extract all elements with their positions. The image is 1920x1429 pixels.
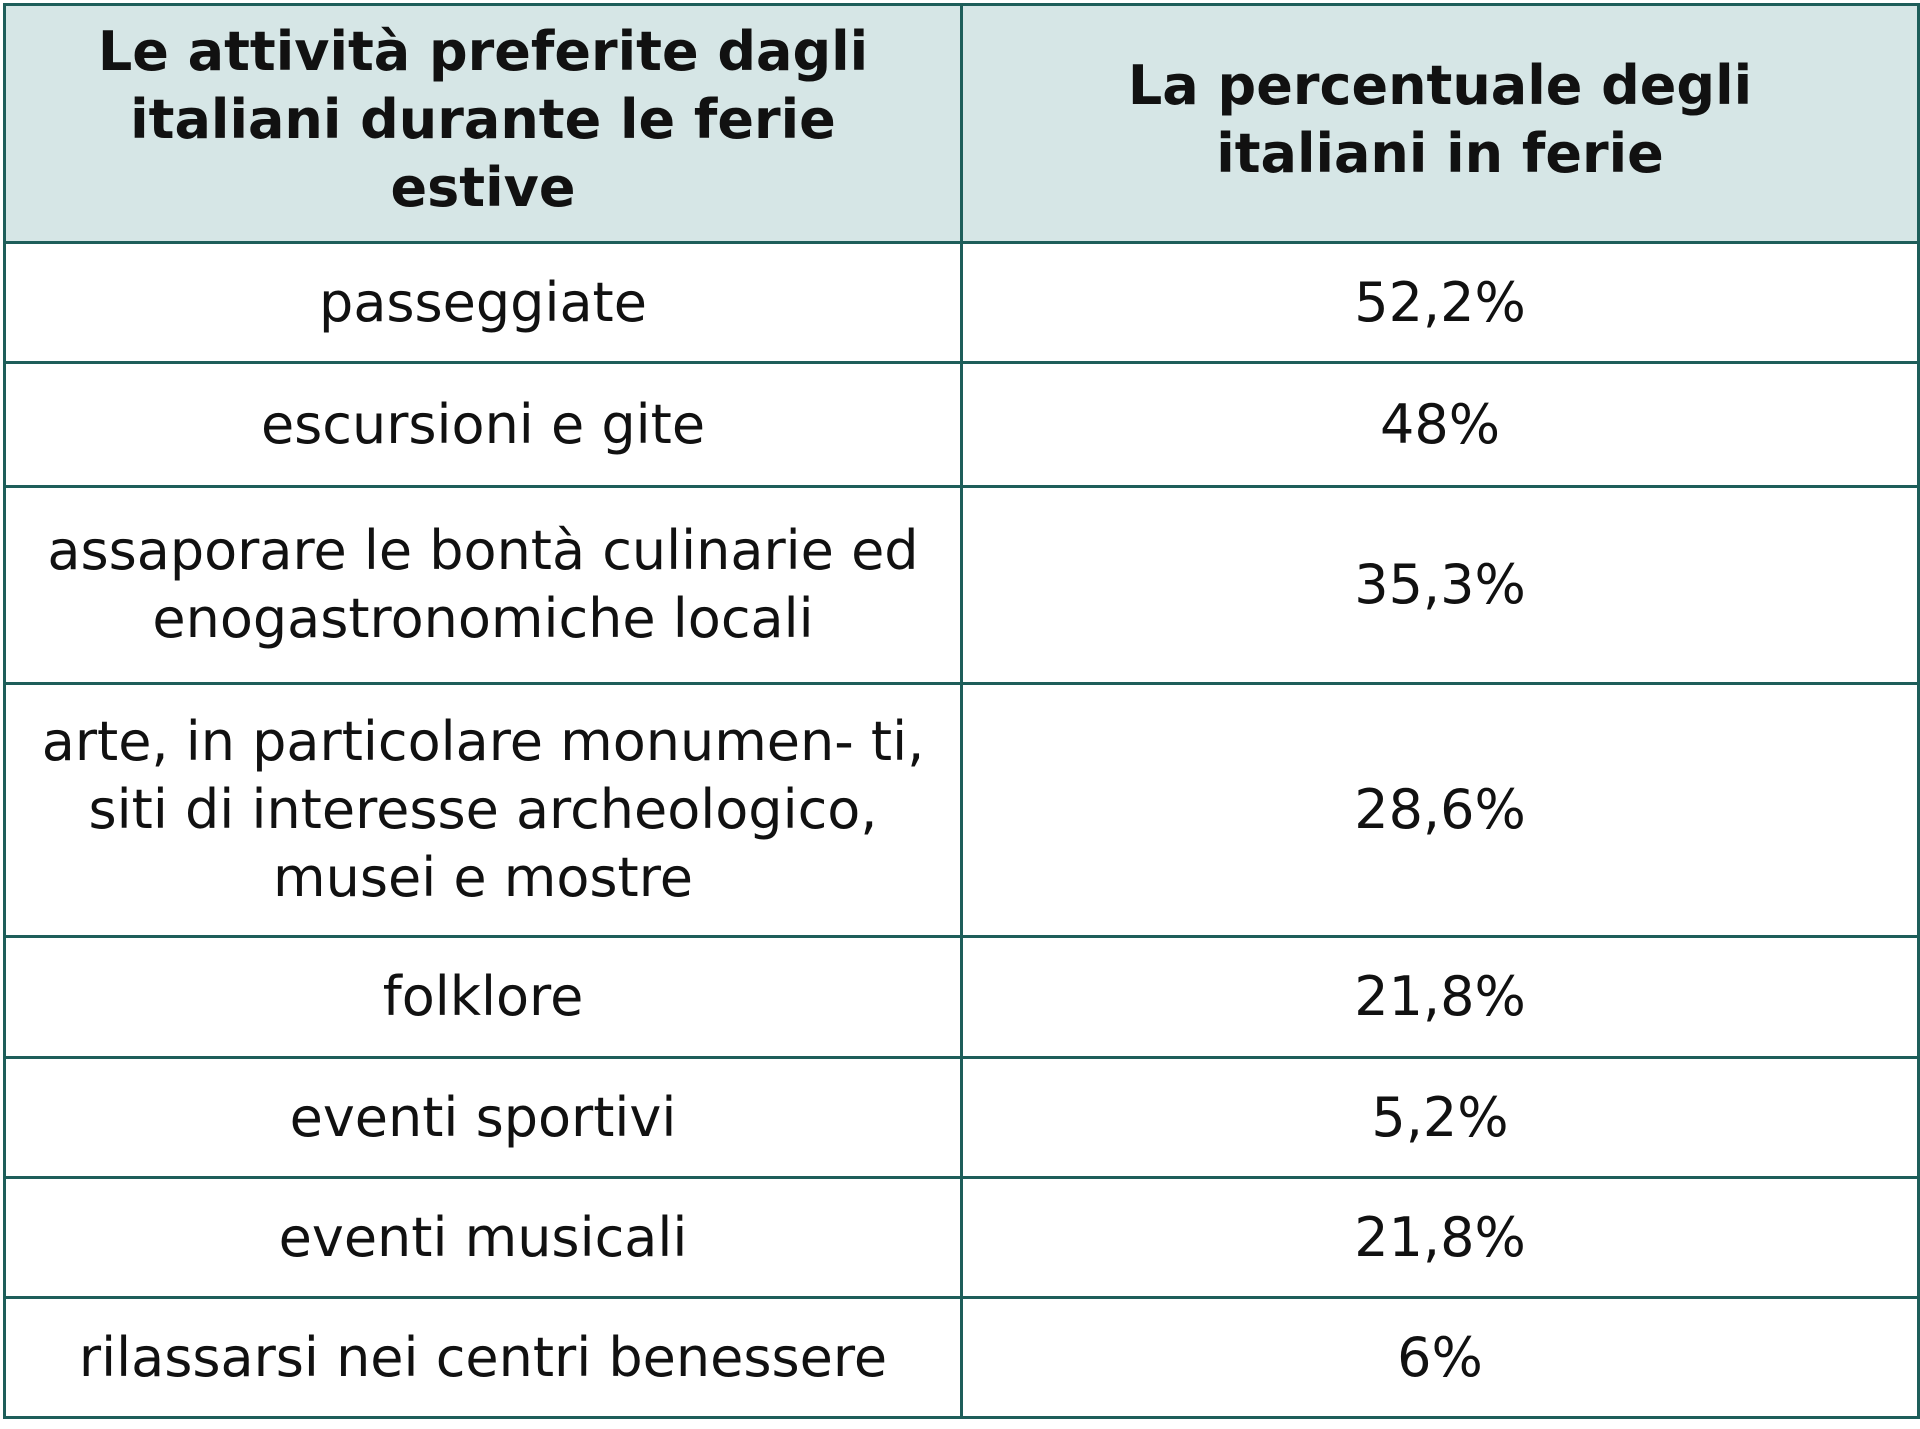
percent-cell: 35,3% bbox=[960, 485, 1920, 685]
header-activity-text: Le attività preferite dagli italiani dur… bbox=[97, 19, 869, 219]
activity-cell: passeggiate bbox=[3, 241, 963, 364]
table-row: arte, in particolare monumen- ti, siti d… bbox=[3, 682, 1920, 938]
percent-text: 28,6% bbox=[1354, 778, 1526, 841]
activity-text: passeggiate bbox=[319, 270, 647, 334]
activity-cell: assaporare le bontà culinarie ed enogast… bbox=[3, 485, 963, 685]
percent-text: 21,8% bbox=[1354, 1205, 1526, 1269]
header-row: Le attività preferite dagli italiani dur… bbox=[3, 3, 1920, 244]
table-row: escursioni e gite 48% bbox=[3, 361, 1920, 488]
percent-text: 5,2% bbox=[1371, 1085, 1509, 1149]
percent-text: 35,3% bbox=[1354, 553, 1526, 616]
activity-text: escursioni e gite bbox=[260, 392, 706, 456]
percent-cell: 21,8% bbox=[960, 1176, 1920, 1299]
percent-cell: 5,2% bbox=[960, 1056, 1920, 1179]
table-row: assaporare le bontà culinarie ed enogast… bbox=[3, 485, 1920, 685]
header-activity: Le attività preferite dagli italiani dur… bbox=[3, 3, 963, 244]
percent-text: 48% bbox=[1379, 392, 1501, 456]
table-row: eventi musicali 21,8% bbox=[3, 1176, 1920, 1299]
percent-cell: 6% bbox=[960, 1296, 1920, 1419]
table-row: passeggiate 52,2% bbox=[3, 241, 1920, 364]
table-row: eventi sportivi 5,2% bbox=[3, 1056, 1920, 1179]
activity-text: folklore bbox=[382, 965, 584, 1028]
percent-text: 52,2% bbox=[1354, 270, 1526, 334]
percent-cell: 48% bbox=[960, 361, 1920, 488]
activity-cell: eventi musicali bbox=[3, 1176, 963, 1299]
header-percent: La percentuale degli italiani in ferie bbox=[960, 3, 1920, 244]
activity-cell: folklore bbox=[3, 935, 963, 1059]
activity-text: assaporare le bontà culinarie ed enogast… bbox=[47, 519, 919, 650]
activity-text: arte, in particolare monumen- ti, siti d… bbox=[41, 710, 925, 909]
percent-cell: 52,2% bbox=[960, 241, 1920, 364]
activity-text: rilassarsi nei centri benessere bbox=[78, 1325, 888, 1389]
activity-text: eventi musicali bbox=[278, 1205, 688, 1269]
percent-cell: 28,6% bbox=[960, 682, 1920, 938]
activity-cell: arte, in particolare monumen- ti, siti d… bbox=[3, 682, 963, 938]
activity-cell: escursioni e gite bbox=[3, 361, 963, 488]
table-row: folklore 21,8% bbox=[3, 935, 1920, 1059]
table-row: rilassarsi nei centri benessere 6% bbox=[3, 1296, 1920, 1419]
activity-text: eventi sportivi bbox=[289, 1085, 677, 1149]
activities-table: Le attività preferite dagli italiani dur… bbox=[3, 3, 1920, 1419]
percent-text: 21,8% bbox=[1354, 965, 1526, 1028]
percent-text: 6% bbox=[1397, 1325, 1483, 1389]
activity-cell: rilassarsi nei centri benessere bbox=[3, 1296, 963, 1419]
percent-cell: 21,8% bbox=[960, 935, 1920, 1059]
header-percent-text: La percentuale degli italiani in ferie bbox=[1127, 53, 1753, 185]
activity-cell: eventi sportivi bbox=[3, 1056, 963, 1179]
